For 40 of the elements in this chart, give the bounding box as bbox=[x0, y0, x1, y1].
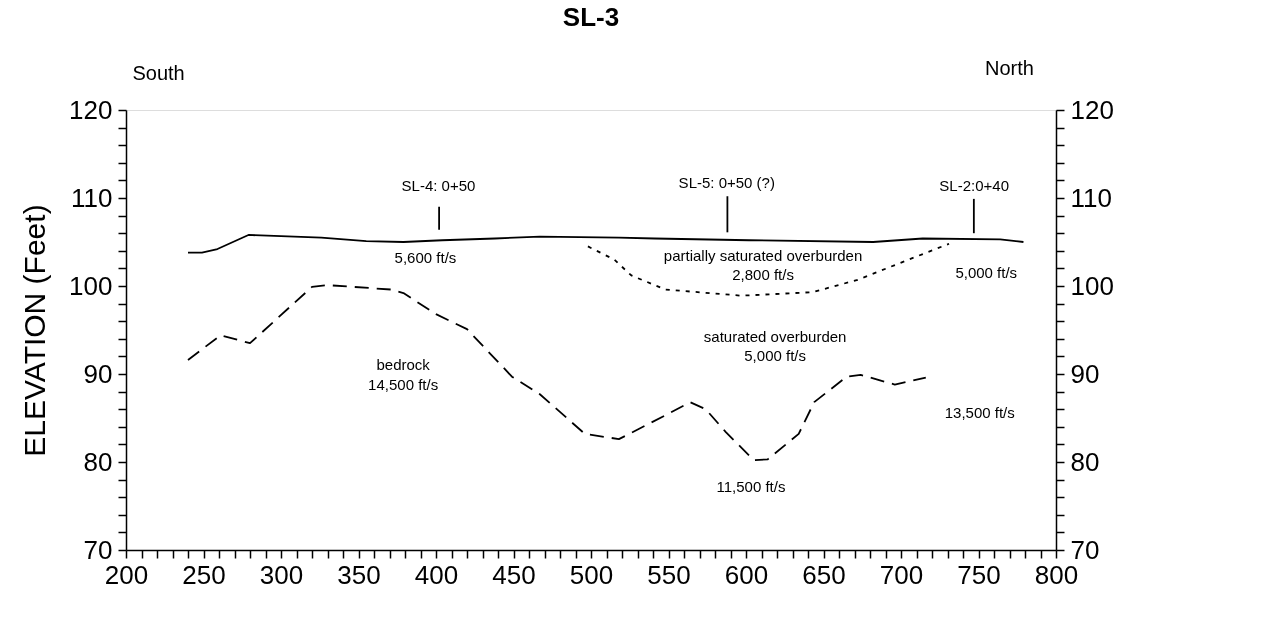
annotation: saturated overburden bbox=[703, 327, 847, 345]
annotation: 11,500 ft/s bbox=[716, 477, 786, 495]
y2-tick-label: 100 bbox=[1070, 270, 1114, 301]
annotation: SL-2:0+40 bbox=[939, 176, 1009, 194]
x-tick-label: 550 bbox=[647, 559, 691, 590]
chart-title: SL-3 bbox=[562, 2, 620, 33]
line-series bbox=[187, 284, 927, 462]
line-series bbox=[587, 242, 950, 297]
x-tick-label: 350 bbox=[337, 559, 381, 590]
annotation: 2,800 ft/s bbox=[732, 265, 794, 283]
annotation: 5,000 ft/s bbox=[744, 347, 806, 365]
x-tick-label: 650 bbox=[802, 559, 846, 590]
y-tick-label: 100 bbox=[69, 270, 113, 301]
annotation: bedrock bbox=[376, 356, 431, 374]
annotation: SL-5: 0+50 (?) bbox=[678, 174, 775, 192]
y-tick-label: 120 bbox=[69, 94, 113, 125]
annotation: 5,600 ft/s bbox=[394, 249, 457, 267]
y2-tick-label: 90 bbox=[1070, 358, 1100, 389]
x-tick-label: 250 bbox=[182, 559, 226, 590]
x-tick-label: 700 bbox=[879, 559, 924, 590]
x-tick-label: 500 bbox=[569, 559, 614, 590]
x-tick-label: 450 bbox=[492, 559, 536, 590]
y2-tick-label: 120 bbox=[1070, 94, 1114, 125]
text: North bbox=[985, 57, 1034, 80]
y-tick-label: 110 bbox=[71, 182, 113, 213]
text: South bbox=[132, 61, 185, 84]
x-tick-label: 300 bbox=[259, 559, 304, 590]
y-tick-label: 80 bbox=[83, 446, 113, 477]
y-axis-title: ELEVATION (Feet) bbox=[18, 204, 52, 457]
x-tick-label: 600 bbox=[724, 559, 769, 590]
annotation: 5,000 ft/s bbox=[955, 264, 1018, 282]
y2-tick-label: 110 bbox=[1070, 182, 1112, 213]
annotation: 13,500 ft/s bbox=[944, 404, 1015, 422]
y2-tick-label: 80 bbox=[1070, 446, 1100, 477]
annotation: partially saturated overburden bbox=[663, 247, 863, 264]
annotation: SL-4: 0+50 bbox=[401, 176, 476, 194]
x-tick-label: 400 bbox=[414, 559, 459, 590]
y-tick-label: 90 bbox=[83, 358, 113, 389]
x-tick-label: 750 bbox=[957, 559, 1001, 590]
annotation: 14,500 ft/s bbox=[368, 376, 439, 394]
